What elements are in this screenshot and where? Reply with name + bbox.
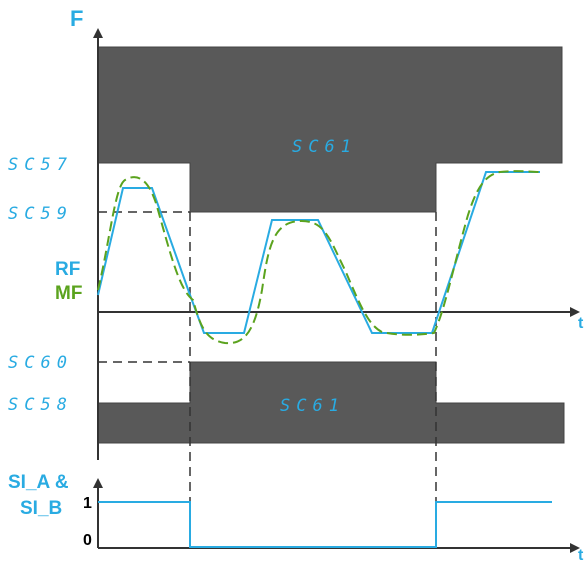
safety-output-signal: [98, 501, 552, 548]
sc59-label: SC59: [8, 204, 73, 224]
reference-force-curve: [97, 171, 540, 334]
sc57-label: SC57: [8, 155, 73, 175]
logic-low-label: 0: [83, 532, 92, 549]
mf-legend: MF: [55, 283, 82, 304]
si-label-line2: SI_B: [20, 498, 62, 519]
sc61-upper-label: SC61: [292, 137, 357, 157]
logic-high-label: 1: [83, 495, 92, 512]
sc60-label: SC60: [8, 353, 73, 373]
rf-legend: RF: [55, 259, 80, 280]
force-axis-label: F: [70, 6, 83, 31]
lower-tolerance-band: [97, 361, 565, 444]
sc58-label: SC58: [8, 395, 73, 415]
measured-force-curve: [97, 170, 541, 345]
time-axis-label-lower: t: [578, 547, 584, 563]
time-axis-label-upper: t: [578, 315, 584, 332]
upper-tolerance-band: [97, 46, 563, 213]
si-label-line1: SI_A &: [8, 472, 69, 493]
sc61-lower-label: SC61: [280, 396, 345, 416]
